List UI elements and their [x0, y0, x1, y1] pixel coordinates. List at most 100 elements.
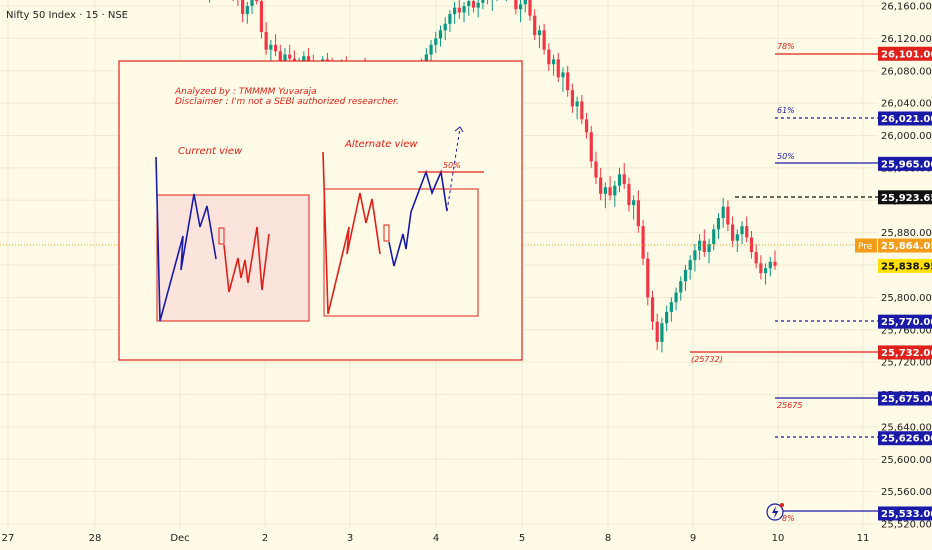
price-tag-text: 26,101.00 — [881, 49, 932, 60]
candle — [726, 200, 730, 232]
pct-bottom-label: 8% — [782, 514, 795, 523]
candle-body — [453, 7, 457, 15]
candle-body — [547, 49, 551, 65]
candle-body — [269, 44, 273, 50]
candle-body — [556, 59, 560, 78]
candle-body — [594, 161, 598, 178]
disclaimer-text: Disclaimer : I'm not a SEBI authorized r… — [175, 97, 399, 107]
candle — [716, 213, 721, 240]
price-tag-text: 26,021.00 — [881, 114, 932, 125]
candle — [599, 167, 603, 201]
candle — [584, 112, 589, 139]
price-tag: 25,965.00 — [878, 156, 932, 171]
candle — [556, 52, 560, 83]
candle — [745, 216, 749, 243]
candle-body — [467, 1, 471, 6]
candle — [688, 255, 692, 280]
candle — [547, 43, 551, 71]
price-tag-bg — [878, 391, 932, 406]
time-tick-label: 8 — [605, 533, 611, 544]
candle-body — [306, 56, 311, 62]
price-tick-label: 25,760.00 — [881, 325, 932, 336]
candle — [505, 0, 507, 2]
candle-body — [674, 292, 678, 303]
candle — [566, 65, 570, 97]
candle-body — [481, 0, 485, 3]
price-tag-bg — [878, 258, 932, 273]
candle — [768, 256, 772, 277]
price-tag-text: 25,965.00 — [881, 159, 932, 170]
price-tag-text: 25,770.00 — [881, 317, 932, 328]
candle — [693, 243, 697, 272]
time-tick-label: 9 — [690, 533, 696, 544]
alternate-view-projection — [446, 127, 461, 212]
price-tick-label: 25,560.00 — [881, 487, 932, 498]
price-axis[interactable]: 26,160.00 26,120.00 26,080.00 26,040.00 26,0… — [878, 0, 932, 550]
candle — [551, 54, 556, 76]
level-25675-label: 25675 — [777, 401, 802, 410]
candle — [476, 0, 480, 18]
candle — [622, 163, 626, 189]
candle-body — [424, 54, 428, 63]
price-tag-bg — [878, 431, 932, 446]
candle — [264, 22, 268, 55]
candle-body — [278, 51, 282, 62]
candle-body — [712, 229, 716, 244]
candle — [580, 95, 584, 125]
candle-body — [589, 132, 593, 162]
candle-body — [688, 260, 692, 270]
price-tick-label: 26,080.00 — [881, 66, 932, 77]
candle — [632, 195, 636, 220]
candle — [491, 0, 493, 11]
candle — [655, 313, 659, 350]
current-view-label: Current view — [178, 146, 243, 157]
candle — [453, 1, 457, 24]
time-axis-bg — [0, 528, 878, 550]
candle — [542, 23, 546, 55]
candle-body — [264, 31, 268, 50]
candle-body — [669, 302, 673, 312]
candle-body — [250, 0, 254, 6]
candle-body — [622, 174, 626, 185]
candle — [754, 243, 758, 269]
candle — [740, 221, 744, 244]
candle-body — [537, 30, 542, 36]
price-tag: 26,101.00 — [878, 46, 932, 61]
candle — [448, 10, 452, 32]
candle — [514, 0, 518, 15]
price-axis-bg — [878, 0, 932, 550]
current-view-range — [156, 194, 310, 322]
candle-body — [240, 0, 245, 15]
candle-body — [613, 185, 617, 196]
lightning-icon[interactable] — [766, 503, 784, 521]
candle — [457, 0, 461, 19]
time-axis[interactable]: 27 28 Dec 2 3 4 5 8 9 10 11 — [0, 528, 878, 550]
price-tick-label: 25,880.00 — [881, 228, 932, 239]
candle — [255, 0, 259, 5]
candle-body — [754, 252, 758, 264]
candle — [646, 252, 650, 306]
price-tick-label: 25,640.00 — [881, 422, 932, 433]
candle-body — [514, 0, 518, 10]
candle-body — [448, 14, 452, 24]
candle — [438, 25, 443, 47]
candle-body — [693, 250, 697, 261]
candle-body — [283, 54, 287, 62]
time-tick-label: 5 — [519, 533, 525, 544]
candle — [443, 17, 447, 40]
candle — [763, 263, 768, 285]
candle-body — [632, 200, 636, 206]
candle-body — [566, 72, 570, 91]
time-tick-label: 2 — [262, 533, 268, 544]
candle-body — [646, 258, 650, 298]
candle — [250, 0, 254, 15]
price-tag: 26,021.00 — [878, 111, 932, 126]
candle — [245, 1, 249, 24]
candle-body — [702, 240, 706, 253]
projection-arrowhead — [454, 126, 464, 133]
price-tag-bg — [878, 238, 932, 253]
price-tag-bg — [878, 345, 932, 360]
current-view-red-path — [223, 226, 270, 293]
